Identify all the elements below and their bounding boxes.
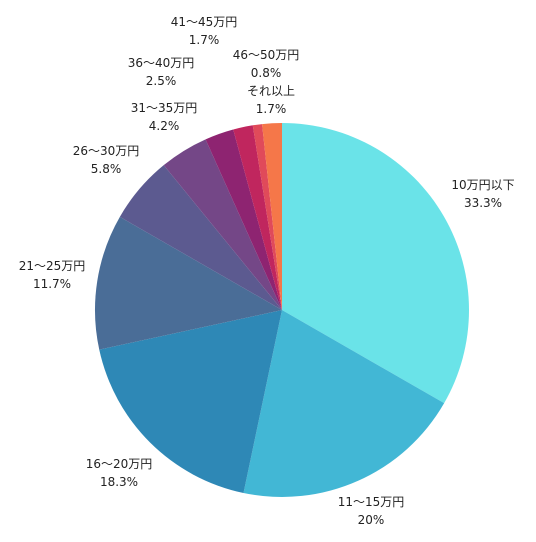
slice-label: 41～45万円 [171,15,238,29]
pie-labels: 10万円以下 33.3% 11～15万円 20% 16～20万円 18.3% 2… [19,15,515,527]
slice-value-label: 11.7% [33,277,71,291]
slice-label: 31～35万円 [131,101,198,115]
pie-slice [163,139,282,310]
pie-slice [233,125,282,310]
pie-slice [262,123,282,310]
slice-value-label: 18.3% [100,475,138,489]
slice-label: 26～30万円 [73,144,140,158]
slice-value-label: 20% [358,513,385,527]
slice-value-label: 4.2% [149,119,180,133]
slice-label: 46～50万円 [233,48,300,62]
slice-label: 36～40万円 [128,56,195,70]
pie-slice [119,165,282,310]
slice-value-label: 33.3% [464,196,502,210]
pie-slice [282,123,469,404]
slice-label: 10万円以下 [451,178,514,192]
pie-slice [243,310,445,497]
slice-value-label: 1.7% [189,33,220,47]
slice-value-label: 2.5% [146,74,177,88]
slice-value-label: 0.8% [251,66,282,80]
slice-label: 11～15万円 [338,495,405,509]
pie-slices [94,123,469,497]
slice-value-label: 5.8% [91,162,122,176]
slice-label: 16～20万円 [86,457,153,471]
slice-label: それ以上 [247,84,295,98]
slice-value-label: 1.7% [256,102,287,116]
pie-slice [99,310,282,493]
pie-slice [252,124,282,310]
pie-slice [94,216,282,350]
slice-label: 21～25万円 [19,259,86,273]
pie-slice [205,129,282,310]
